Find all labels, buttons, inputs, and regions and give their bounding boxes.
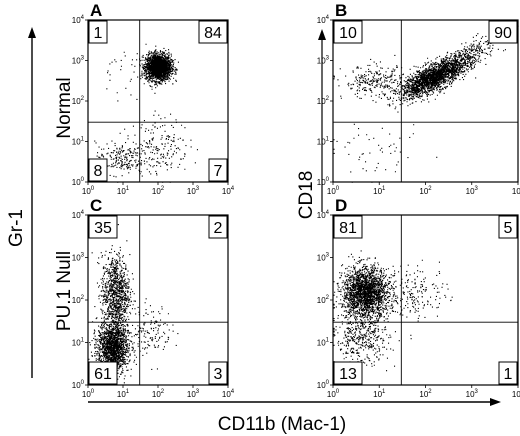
quadrant-label-lower-right: 7 <box>208 158 228 182</box>
y-tick-label: 100 <box>317 177 330 187</box>
y-tick-label: 101 <box>72 137 85 147</box>
cd18-axis-arrow <box>318 29 326 212</box>
x-tick-label: 100 <box>327 186 340 196</box>
svg-text:2: 2 <box>214 220 223 237</box>
svg-text:8: 8 <box>94 163 103 180</box>
x-axis-arrow <box>88 398 501 406</box>
quadrant-label-upper-right: 84 <box>198 20 228 44</box>
x-tick-label: 102 <box>419 389 432 399</box>
quadrant-label-upper-left: 10 <box>333 20 363 44</box>
svg-text:35: 35 <box>94 220 112 237</box>
x-axis-title: CD11b (Mac-1) <box>218 414 346 435</box>
quadrant-label-lower-right: 1 <box>498 361 518 385</box>
y-tick-label: 102 <box>317 96 330 106</box>
x-tick-label: 103 <box>466 186 479 196</box>
quadrant-label-lower-right: 3 <box>208 361 228 385</box>
y-tick-label: 104 <box>72 15 85 25</box>
svg-text:3: 3 <box>214 366 223 383</box>
quadrant-label-upper-left: 35 <box>88 215 118 239</box>
x-tick-label: 103 <box>187 389 200 399</box>
plot-frame <box>332 19 519 183</box>
x-tick-label: 100 <box>82 186 95 196</box>
svg-text:10: 10 <box>339 25 357 42</box>
y-tick-label: 104 <box>317 15 330 25</box>
x-tick-label: 100 <box>82 389 95 399</box>
scatter-points-d <box>333 250 453 372</box>
svg-text:13: 13 <box>339 366 357 383</box>
y-tick-label: 101 <box>317 137 330 147</box>
svg-text:1: 1 <box>504 366 513 383</box>
svg-text:84: 84 <box>204 25 222 42</box>
y-tick-label: 103 <box>317 253 330 263</box>
svg-text:1: 1 <box>94 25 103 42</box>
y-tick-label: 100 <box>317 380 330 390</box>
scatter-points-a <box>91 43 198 183</box>
y-tick-label: 101 <box>317 338 330 348</box>
svg-text:61: 61 <box>94 366 112 383</box>
quadrant-label-lower-left: 13 <box>333 361 363 385</box>
panel-letter-c: C <box>90 196 102 215</box>
x-tick-label: 101 <box>373 389 386 399</box>
x-tick-label: 101 <box>373 186 386 196</box>
y-tick-label: 103 <box>317 56 330 66</box>
quadrant-label-upper-left: 1 <box>88 20 108 44</box>
x-tick-label: 100 <box>327 389 340 399</box>
svg-text:90: 90 <box>494 25 512 42</box>
row-label-normal: Normal <box>54 77 75 138</box>
scatter-points-c <box>88 224 179 385</box>
y-tick-label: 104 <box>317 210 330 220</box>
plot-frame <box>87 19 229 183</box>
y-tick-label: 102 <box>317 295 330 305</box>
quadrant-label-upper-right: 5 <box>498 215 518 239</box>
quadrant-label-lower-left: 8 <box>88 158 108 182</box>
svg-text:5: 5 <box>504 220 513 237</box>
quadrant-label-upper-right: 2 <box>208 215 228 239</box>
quadrant-label-upper-left: 81 <box>333 215 363 239</box>
y-axis-arrow <box>28 27 36 378</box>
x-tick-label: 101 <box>117 186 130 196</box>
y-tick-label: 103 <box>72 253 85 263</box>
y-tick-label: 103 <box>72 56 85 66</box>
y-tick-label: 102 <box>72 295 85 305</box>
y-tick-label: 102 <box>72 96 85 106</box>
svg-text:81: 81 <box>339 220 357 237</box>
x-tick-label: 104 <box>222 389 235 399</box>
x-tick-label: 103 <box>466 389 479 399</box>
y-tick-label: 100 <box>72 177 85 187</box>
x-tick-label: 102 <box>419 186 432 196</box>
y-tick-label: 104 <box>72 210 85 220</box>
panel-letter-a: A <box>90 1 102 20</box>
y-tick-label: 101 <box>72 338 85 348</box>
panel-letter-b: B <box>335 1 347 20</box>
y-axis-title: Gr-1 <box>6 209 27 247</box>
row-label-pu1-null: PU.1 Null <box>54 251 75 331</box>
x-tick-label: 102 <box>152 389 165 399</box>
panel-letter-d: D <box>335 196 347 215</box>
cd18-axis-title: CD18 <box>296 171 317 220</box>
x-tick-label: 101 <box>117 389 130 399</box>
x-tick-label: 104 <box>512 389 520 399</box>
y-tick-label: 100 <box>72 380 85 390</box>
x-tick-label: 104 <box>512 186 520 196</box>
svg-text:7: 7 <box>214 163 223 180</box>
x-tick-label: 102 <box>152 186 165 196</box>
quadrant-label-lower-left: 61 <box>88 361 118 385</box>
scatter-points-b <box>333 25 519 183</box>
x-tick-label: 103 <box>187 186 200 196</box>
x-tick-label: 104 <box>222 186 235 196</box>
quadrant-label-upper-right: 90 <box>488 20 518 44</box>
